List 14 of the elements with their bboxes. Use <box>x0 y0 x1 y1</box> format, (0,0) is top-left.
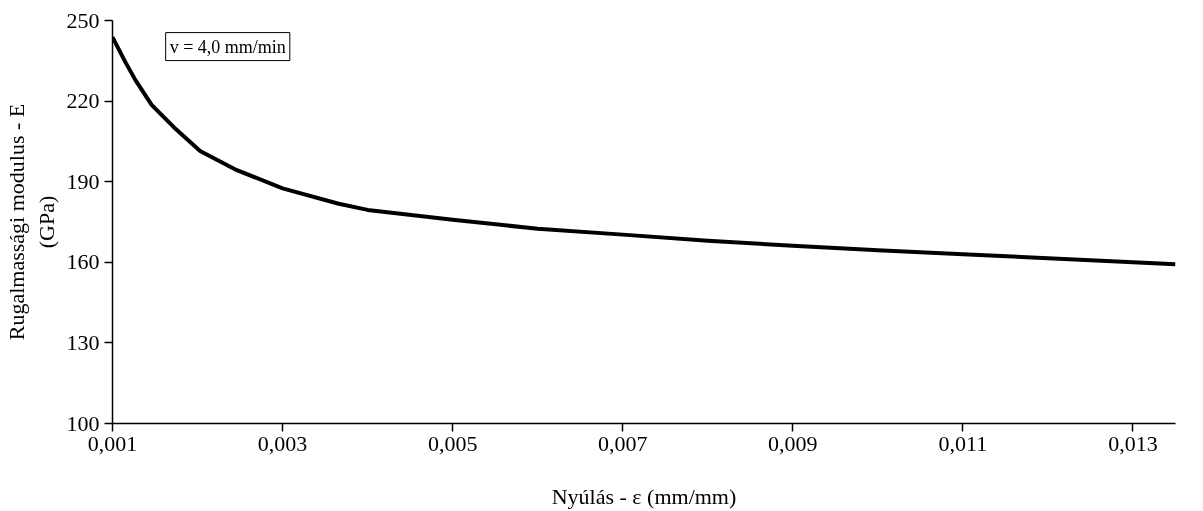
y-tick-label: 130 <box>66 329 100 355</box>
y-tick-label: 220 <box>66 88 100 114</box>
x-tick-label: 0,009 <box>768 430 818 456</box>
y-axis-title: Rugalmassági modulus - E (GPa) <box>3 103 59 341</box>
x-tick-label: 0,011 <box>938 430 988 456</box>
x-axis-title: Nyúlás - ε (mm/mm) <box>551 483 737 509</box>
x-tick-label: 0,005 <box>427 430 478 456</box>
annotation: v = 4,0 mm/min <box>169 36 286 57</box>
x-tick-label: 0,003 <box>257 430 308 456</box>
x-tick-label: 0,013 <box>1108 430 1158 456</box>
x-tick-label: 0,007 <box>597 430 648 456</box>
y-tick-label: 190 <box>66 168 100 194</box>
y-tick-label: 160 <box>66 249 100 275</box>
y-tick-label: 250 <box>66 7 100 33</box>
